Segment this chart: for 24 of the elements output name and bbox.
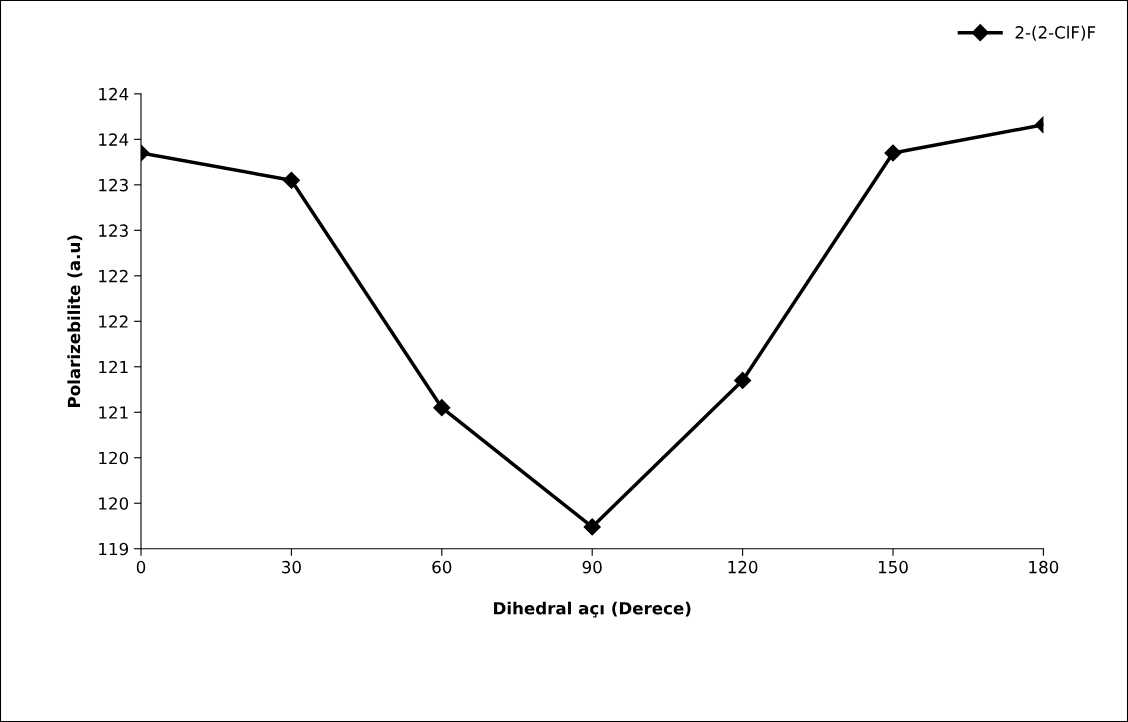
y-axis-title: Polarizebilite (a.u) xyxy=(67,235,83,407)
y-tick-label: 120 xyxy=(99,497,129,510)
x-axis-title: Dihedral açı (Derece) xyxy=(494,601,691,618)
y-tick-label: 122 xyxy=(99,269,128,283)
y-tick-label: 121 xyxy=(99,406,128,419)
x-tick-label: 150 xyxy=(878,560,908,574)
y-tick-label: 124 xyxy=(99,87,129,101)
y-tick-label: 124 xyxy=(99,133,129,146)
y-tick-label: 123 xyxy=(99,178,128,192)
x-tick-label: 0 xyxy=(136,560,146,574)
legend-label: 2-(2-ClF)F xyxy=(1015,25,1096,41)
y-tick-label: 119 xyxy=(99,542,129,556)
y-tick-label: 123 xyxy=(99,224,128,237)
point xyxy=(583,518,601,536)
x-tick-label: 60 xyxy=(432,560,452,574)
x-tick-label: 180 xyxy=(1029,560,1059,574)
point xyxy=(433,399,451,417)
x-tick-label: 30 xyxy=(282,560,301,574)
y-tick-label: 120 xyxy=(99,451,129,465)
point xyxy=(734,371,752,389)
x-tick-label: 120 xyxy=(728,560,758,574)
y-tick-label: 121 xyxy=(99,360,128,374)
x-tick-label: 90 xyxy=(582,560,602,574)
y-tick-label: 122 xyxy=(99,315,128,328)
